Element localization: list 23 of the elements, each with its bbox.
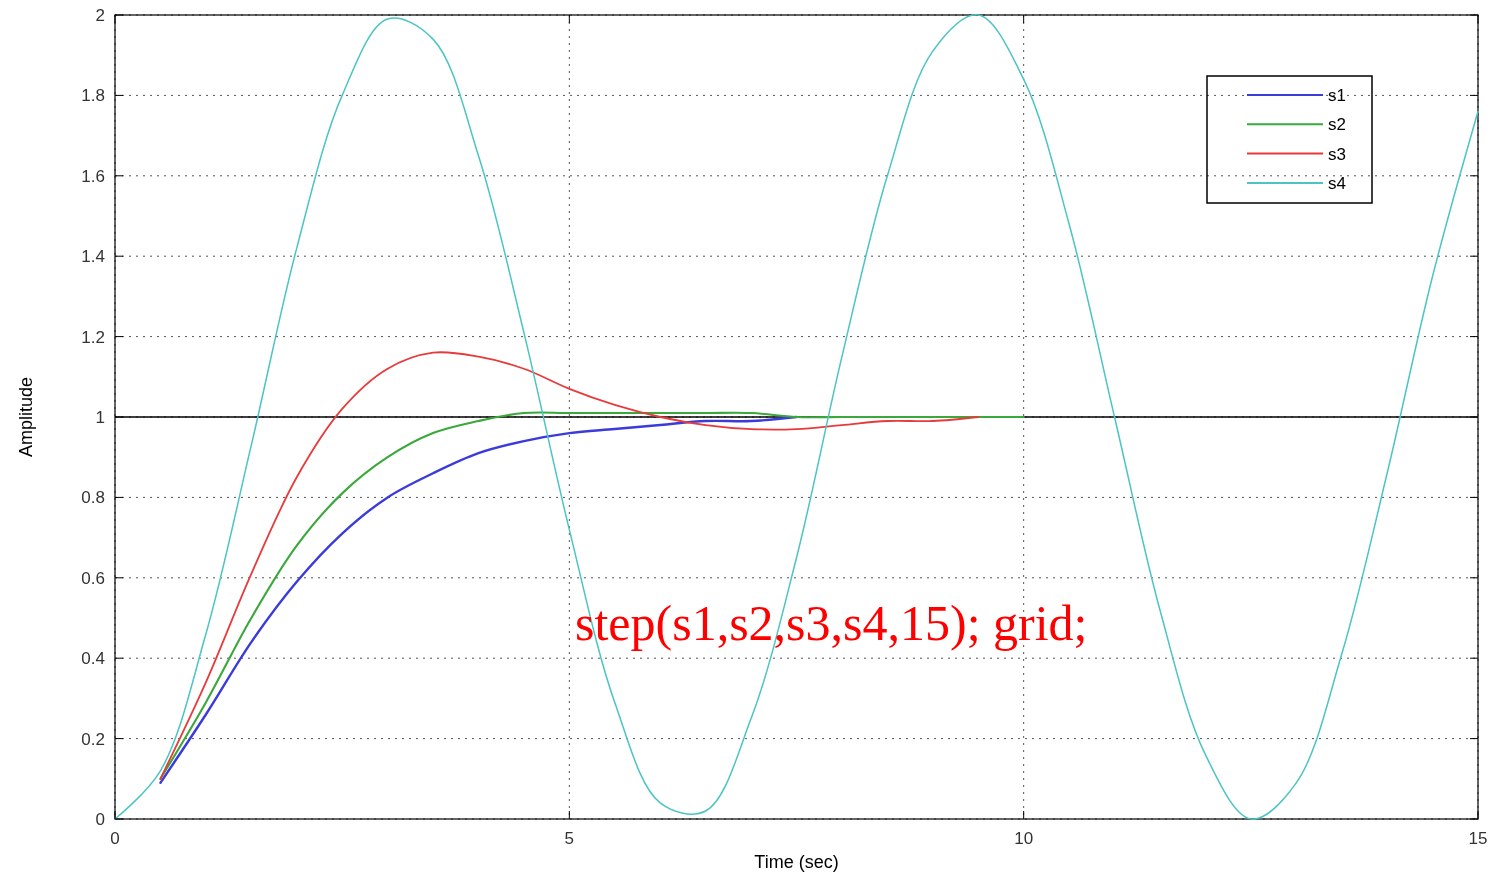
y-tick-label: 0.2 [81, 729, 105, 749]
y-tick-label: 1.4 [81, 247, 105, 267]
x-axis-title: Time (sec) [754, 852, 839, 872]
legend-label: s2 [1328, 115, 1346, 135]
y-tick-label: 0.4 [81, 649, 105, 669]
line-series [114, 14, 1479, 820]
y-tick-label: 1.6 [81, 166, 105, 186]
y-axis-title: Amplitude [16, 376, 36, 458]
x-tick-label: 15 [1468, 829, 1488, 848]
legend-label: s3 [1328, 144, 1346, 164]
y-tick-label: 1 [95, 407, 105, 427]
y-tick-label: 1.2 [81, 327, 105, 347]
line-series [159, 351, 980, 780]
y-tick-label: 0.6 [81, 568, 105, 588]
legend-label: s4 [1328, 173, 1346, 193]
y-tick-label: 0.8 [81, 488, 105, 508]
legend-label: s1 [1328, 85, 1346, 105]
x-tick-label: 10 [1014, 829, 1034, 848]
y-tick-label: 1.8 [81, 86, 105, 106]
y-tick-label: 0 [95, 809, 105, 829]
x-tick-label: 0 [110, 829, 120, 848]
y-tick-label: 2 [95, 5, 105, 25]
x-tick-label: 5 [564, 829, 575, 848]
